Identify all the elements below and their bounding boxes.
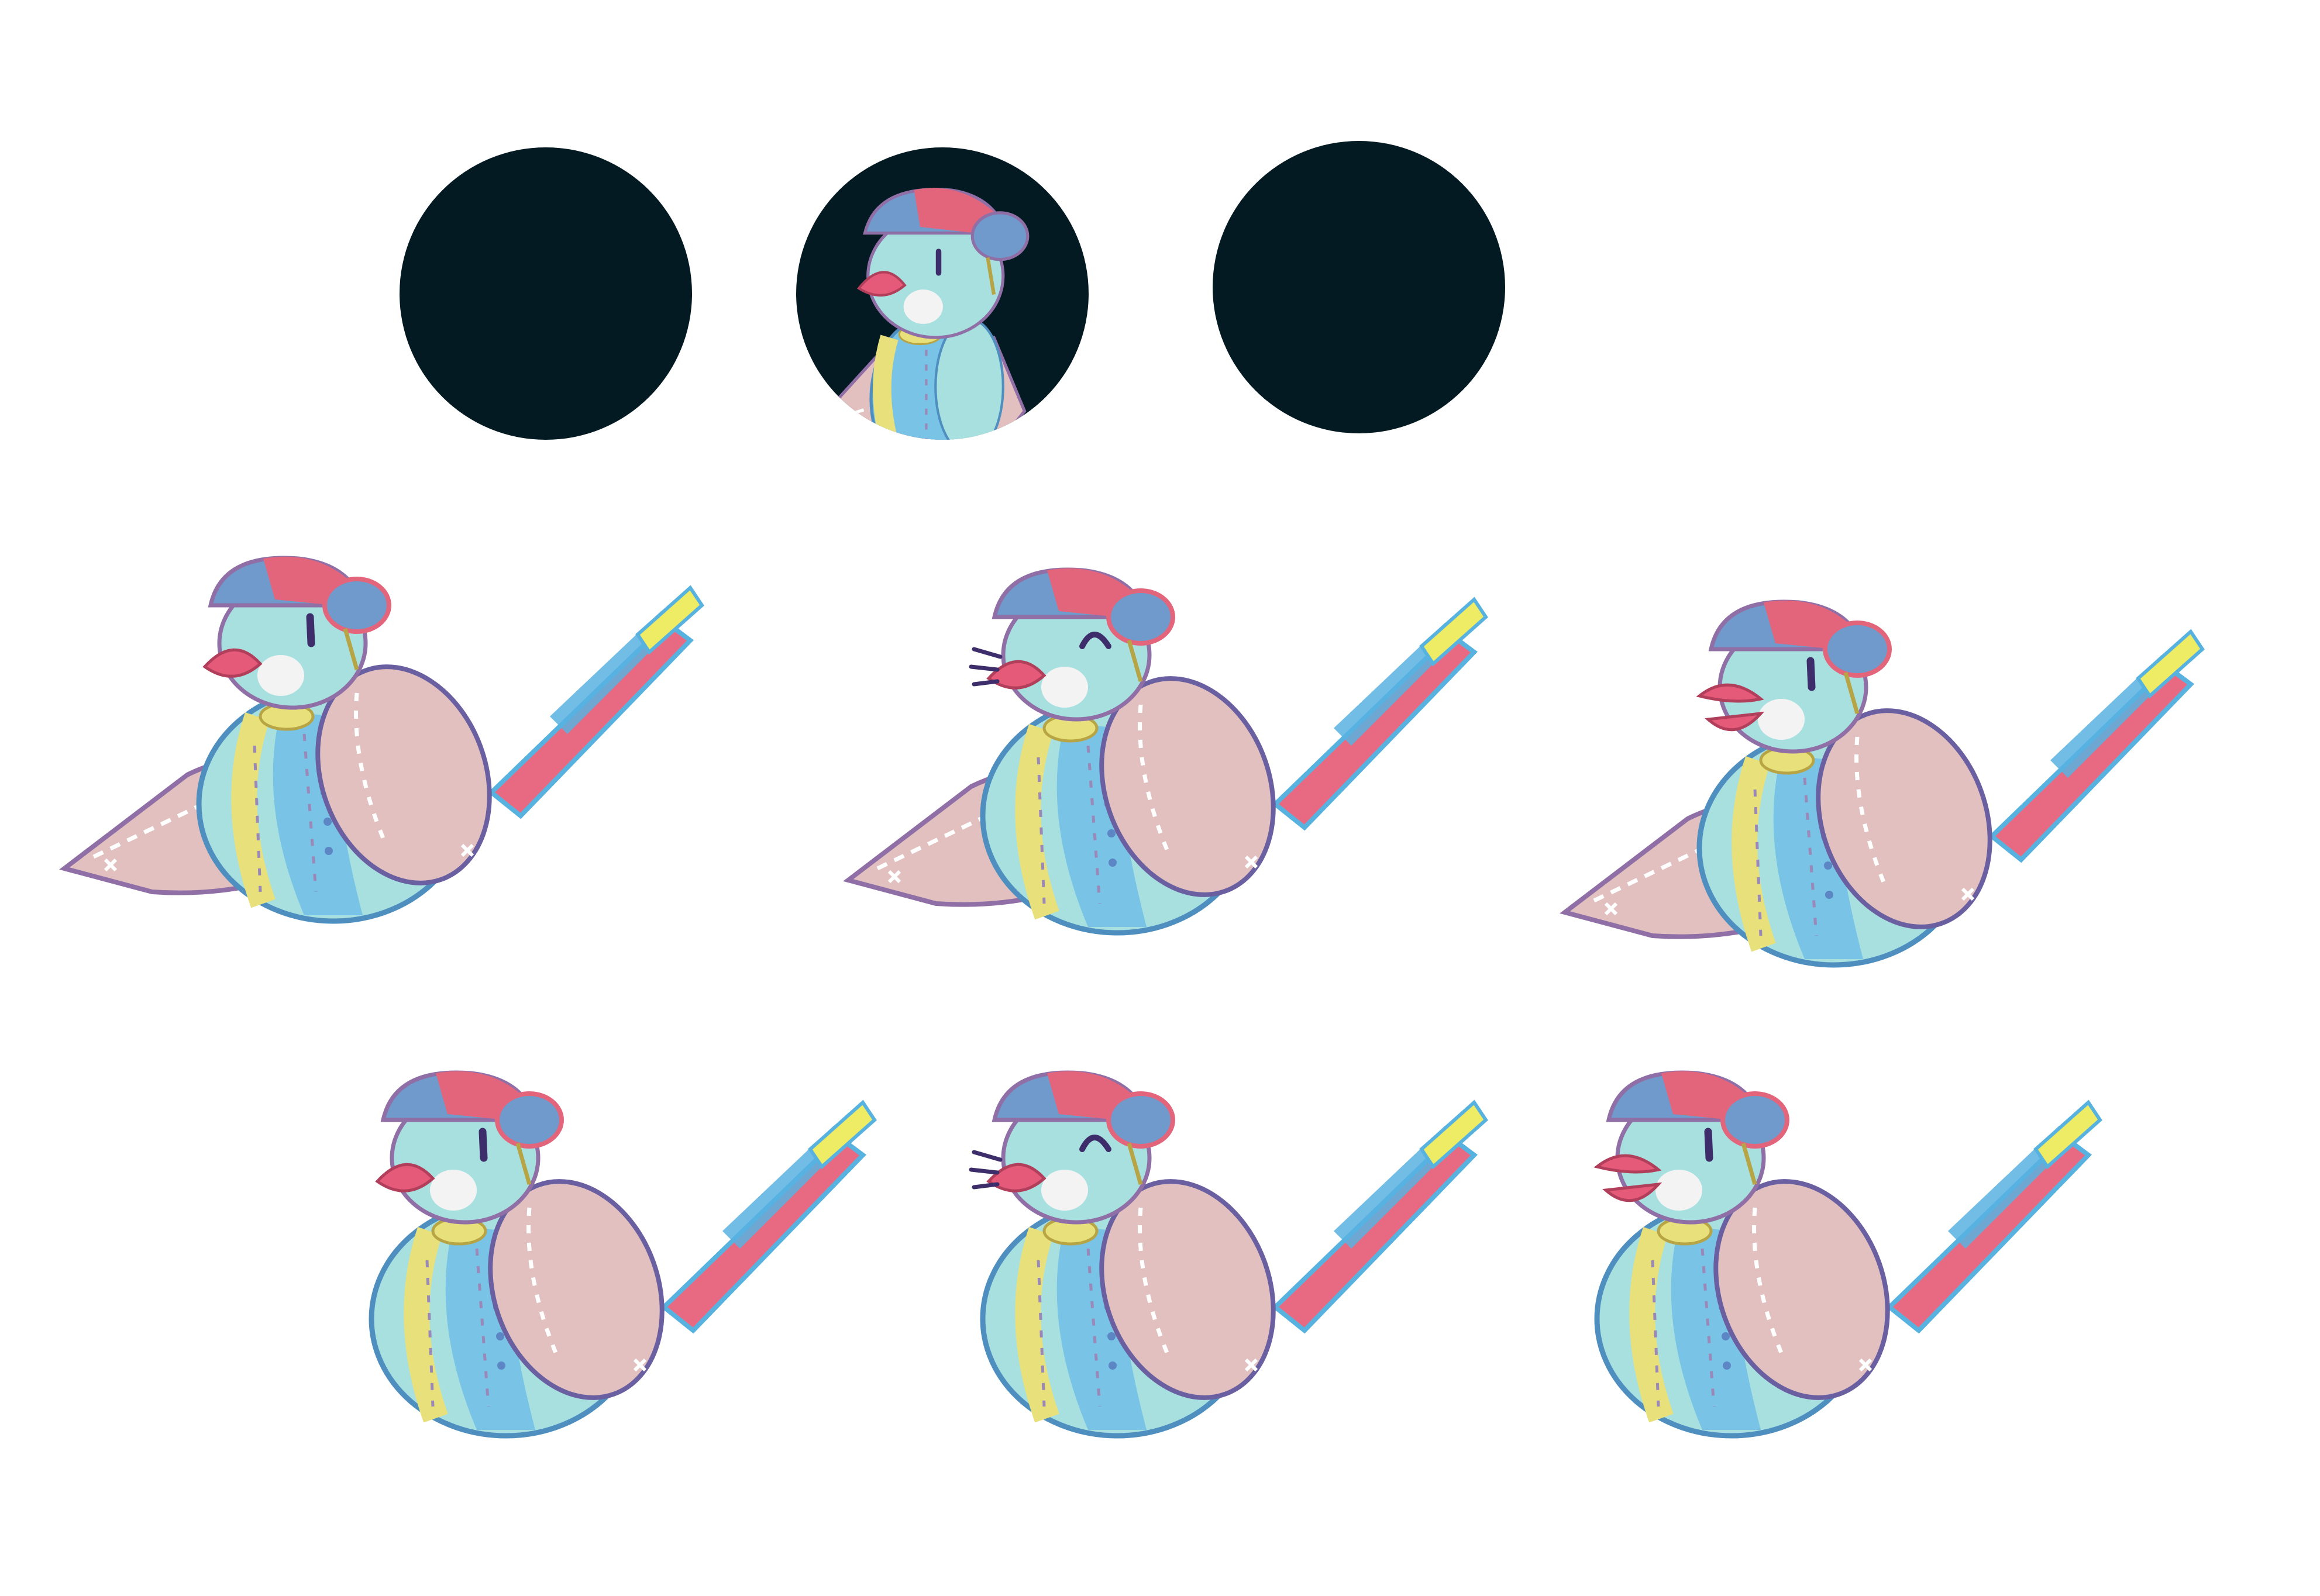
sprite-talk[interactable] [1457,1056,2112,1442]
portrait-slot-empty-right[interactable] [1213,141,1505,433]
sprite-wink[interactable] [842,1056,1498,1442]
sprite-idle-wing[interactable] [58,541,714,927]
sprite-idle[interactable] [231,1056,886,1442]
portrait-slot-empty-left[interactable] [400,147,692,440]
sprite-wink-wing[interactable] [842,553,1498,939]
portrait-slot-character[interactable] [796,147,1089,440]
portrait-bird-icon [814,188,1030,440]
sprite-talk-wing[interactable] [1559,585,2214,971]
